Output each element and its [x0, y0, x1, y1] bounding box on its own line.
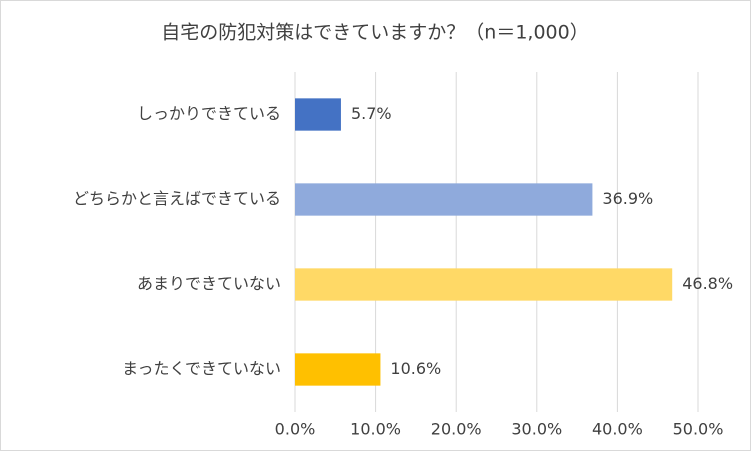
- y-tick-label: どちらかと言えばできている: [73, 189, 281, 208]
- bar: [295, 268, 673, 301]
- y-tick-label: あまりできていない: [137, 274, 281, 293]
- value-label: 5.7%: [351, 104, 392, 123]
- value-label: 46.8%: [682, 274, 733, 293]
- x-tick-label: 40.0%: [592, 420, 643, 439]
- bar: [295, 98, 341, 131]
- x-tick-label: 20.0%: [431, 420, 482, 439]
- y-tick-label: まったくできていない: [122, 359, 281, 378]
- value-label: 36.9%: [602, 189, 653, 208]
- x-tick-label: 30.0%: [511, 420, 562, 439]
- y-tick-label: しっかりできている: [137, 104, 281, 123]
- bar: [295, 183, 593, 216]
- chart-title: 自宅の防犯対策はできていますか？（n＝1,000）: [161, 22, 588, 44]
- x-tick-label: 0.0%: [275, 420, 316, 439]
- value-label: 10.6%: [390, 359, 441, 378]
- x-tick-label: 10.0%: [350, 420, 401, 439]
- x-tick-label: 50.0%: [673, 420, 724, 439]
- bar: [295, 353, 381, 386]
